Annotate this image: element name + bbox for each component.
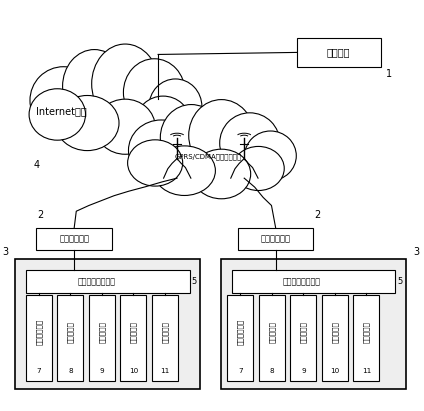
Bar [227,296,254,381]
Text: 8: 8 [68,368,73,374]
Bar [238,228,313,250]
Ellipse shape [160,104,222,171]
Text: 远程通讯模块: 远程通讯模块 [261,235,291,244]
Text: 点型感烟器: 点型感烟器 [162,321,168,343]
Bar [152,296,178,381]
Ellipse shape [29,89,86,140]
Bar [297,38,381,67]
Text: 1: 1 [386,69,392,79]
Ellipse shape [128,120,194,180]
Ellipse shape [63,50,126,123]
Text: 10: 10 [129,368,138,374]
Bar [15,259,200,389]
Bar [57,296,84,381]
Text: 7: 7 [238,368,243,374]
Text: 风机控制器: 风机控制器 [98,321,105,343]
Bar [290,296,316,381]
Text: 辅助监控测控装置: 辅助监控测控装置 [283,277,321,286]
Text: 4: 4 [33,160,39,170]
Text: 3: 3 [2,247,8,256]
Text: 温湿度采集器: 温湿度采集器 [36,319,42,345]
Text: 7: 7 [36,368,41,374]
Text: 8: 8 [270,368,274,374]
Text: 11: 11 [160,368,170,374]
Bar [259,296,285,381]
Ellipse shape [128,140,183,186]
Ellipse shape [192,149,251,199]
Ellipse shape [123,59,185,126]
Bar [36,228,112,250]
Bar [232,270,395,293]
Ellipse shape [233,146,284,191]
Ellipse shape [220,113,280,173]
Ellipse shape [153,146,215,196]
Text: 辅助监控测控装置: 辅助监控测控装置 [77,277,115,286]
Ellipse shape [30,67,97,134]
Text: 风机控制器: 风机控制器 [300,321,307,343]
Text: GPRS/CDMA无线数据网络: GPRS/CDMA无线数据网络 [175,153,242,160]
Text: 水浸传感器: 水浸传感器 [332,321,338,343]
Text: 温湿度采集器: 温湿度采集器 [237,319,244,345]
Ellipse shape [245,131,296,180]
Ellipse shape [189,99,254,171]
Text: Internet公网: Internet公网 [36,106,87,117]
Bar [26,296,52,381]
Ellipse shape [56,95,119,150]
Text: 9: 9 [100,368,104,374]
Bar [322,296,348,381]
Text: 空调控制器: 空调控制器 [67,321,74,343]
Text: 水浸传感器: 水浸传感器 [130,321,137,343]
Text: 2: 2 [37,210,44,220]
Text: 空调控制器: 空调控制器 [268,321,275,343]
Text: 11: 11 [362,368,371,374]
Ellipse shape [149,79,202,134]
Ellipse shape [137,96,190,145]
Text: 9: 9 [301,368,306,374]
Text: 3: 3 [413,247,419,256]
Bar [353,296,379,381]
Text: 监控平台: 监控平台 [327,47,350,58]
Text: 10: 10 [330,368,340,374]
Text: 远程通讯模块: 远程通讯模块 [59,235,89,244]
Bar [26,270,190,293]
Bar [89,296,115,381]
Bar [221,259,406,389]
Text: 点型感烟器: 点型感烟器 [363,321,370,343]
Text: 5: 5 [397,277,403,286]
Bar [120,296,146,381]
Ellipse shape [95,99,155,154]
Ellipse shape [92,44,159,124]
Text: 5: 5 [192,277,197,286]
Text: 2: 2 [315,210,321,220]
